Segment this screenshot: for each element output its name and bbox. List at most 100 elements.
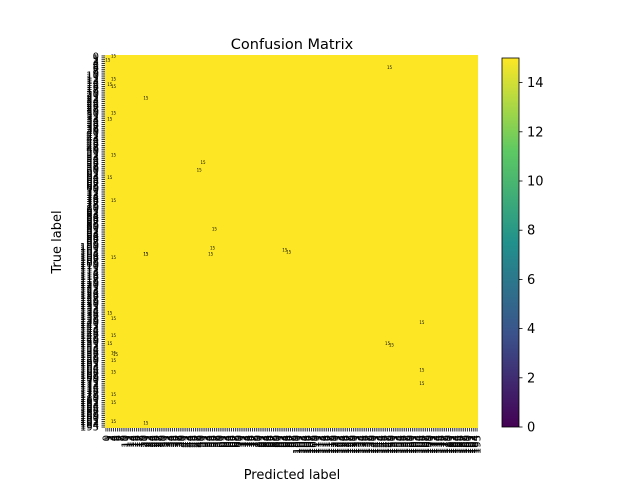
cell-annotation: 15 bbox=[200, 160, 206, 165]
svg-text:187: 187 bbox=[80, 407, 99, 418]
svg-text:189: 189 bbox=[461, 435, 472, 454]
svg-text:155: 155 bbox=[80, 346, 99, 357]
svg-text:91: 91 bbox=[275, 435, 286, 448]
svg-text:119: 119 bbox=[328, 435, 339, 454]
svg-text:37: 37 bbox=[86, 122, 99, 133]
cell-annotation: 15 bbox=[107, 341, 113, 346]
y-tick: 3 bbox=[93, 57, 105, 68]
colorbar-tick: 4 bbox=[519, 322, 535, 337]
y-tick: 27 bbox=[86, 103, 105, 114]
colorbar-tick: 8 bbox=[519, 224, 535, 239]
svg-text:39: 39 bbox=[86, 126, 99, 137]
x-tick: 57 bbox=[210, 428, 221, 448]
svg-text:15: 15 bbox=[107, 175, 113, 180]
y-tick: 150 bbox=[80, 337, 105, 348]
svg-text:32: 32 bbox=[162, 435, 173, 448]
y-tick: 145 bbox=[80, 327, 105, 338]
x-tick: 170 bbox=[425, 428, 436, 454]
svg-text:29: 29 bbox=[157, 435, 168, 448]
svg-text:84: 84 bbox=[261, 435, 272, 448]
y-tick: 92 bbox=[86, 227, 105, 238]
x-tick: 169 bbox=[423, 428, 434, 454]
x-tick: 3 bbox=[107, 428, 118, 441]
svg-text:6: 6 bbox=[527, 273, 535, 288]
svg-text:102: 102 bbox=[80, 246, 99, 257]
x-tick: 113 bbox=[316, 428, 327, 454]
cell-annotation: 15 bbox=[387, 65, 393, 70]
y-tick: 14 bbox=[86, 78, 105, 89]
cell-annotation: 15 bbox=[385, 341, 391, 346]
svg-text:21: 21 bbox=[86, 91, 99, 102]
y-tick: 20 bbox=[86, 90, 105, 101]
y-tick: 32 bbox=[86, 112, 105, 123]
svg-text:150: 150 bbox=[80, 337, 99, 348]
x-tick: 99 bbox=[290, 428, 301, 448]
y-tick: 15 bbox=[86, 80, 105, 91]
y-tick: 149 bbox=[80, 335, 105, 346]
svg-text:172: 172 bbox=[80, 379, 99, 390]
x-tick: 83 bbox=[259, 428, 270, 448]
svg-text:162: 162 bbox=[410, 435, 421, 454]
x-tick: 125 bbox=[339, 428, 350, 454]
svg-text:192: 192 bbox=[467, 435, 478, 454]
cell-annotation: 15 bbox=[419, 367, 425, 372]
svg-text:180: 180 bbox=[80, 394, 99, 405]
svg-text:108: 108 bbox=[307, 435, 318, 454]
svg-text:121: 121 bbox=[80, 282, 99, 293]
x-tick: 111 bbox=[313, 428, 324, 454]
x-tick: 17 bbox=[134, 428, 145, 448]
svg-text:32: 32 bbox=[86, 112, 99, 123]
svg-text:18: 18 bbox=[86, 86, 99, 97]
y-tick: 118 bbox=[80, 276, 105, 287]
svg-text:97: 97 bbox=[86, 236, 99, 247]
y-tick: 174 bbox=[80, 383, 105, 394]
x-tick: 158 bbox=[402, 428, 413, 454]
y-tick: 42 bbox=[86, 131, 105, 142]
svg-text:164: 164 bbox=[80, 364, 99, 375]
svg-text:56: 56 bbox=[86, 158, 99, 169]
svg-text:21: 21 bbox=[141, 435, 152, 448]
cell-annotation: 15 bbox=[107, 116, 113, 121]
svg-text:169: 169 bbox=[80, 373, 99, 384]
svg-text:129: 129 bbox=[347, 435, 358, 454]
y-tick: 135 bbox=[80, 308, 105, 319]
svg-text:23: 23 bbox=[145, 435, 156, 448]
svg-text:161: 161 bbox=[408, 435, 419, 454]
y-tick: 99 bbox=[86, 240, 105, 251]
x-tick: 89 bbox=[271, 428, 282, 448]
x-tick: 162 bbox=[410, 428, 421, 454]
svg-text:178: 178 bbox=[440, 435, 451, 454]
x-tick: 22 bbox=[143, 428, 154, 448]
svg-text:180: 180 bbox=[444, 435, 455, 454]
y-tick: 54 bbox=[86, 154, 105, 165]
svg-text:112: 112 bbox=[315, 435, 326, 454]
svg-text:58: 58 bbox=[212, 435, 223, 448]
x-tick: 139 bbox=[366, 428, 377, 454]
x-tick: 38 bbox=[174, 428, 185, 448]
svg-text:97: 97 bbox=[286, 435, 297, 448]
y-tick: 184 bbox=[80, 402, 105, 413]
x-tick: 149 bbox=[385, 428, 396, 454]
y-tick: 0 bbox=[93, 51, 105, 62]
y-tick: 56 bbox=[86, 158, 105, 169]
svg-text:158: 158 bbox=[80, 352, 99, 363]
svg-text:88: 88 bbox=[86, 219, 99, 230]
svg-text:101: 101 bbox=[80, 244, 99, 255]
svg-text:20: 20 bbox=[86, 90, 99, 101]
svg-text:148: 148 bbox=[383, 435, 394, 454]
svg-text:47: 47 bbox=[191, 435, 202, 448]
svg-text:122: 122 bbox=[80, 284, 99, 295]
svg-text:57: 57 bbox=[210, 435, 221, 448]
svg-text:15: 15 bbox=[111, 111, 117, 116]
y-tick: 151 bbox=[80, 339, 105, 350]
x-tick: 121 bbox=[332, 428, 343, 454]
svg-text:146: 146 bbox=[379, 435, 390, 454]
y-tick: 153 bbox=[80, 343, 105, 354]
svg-text:15: 15 bbox=[113, 352, 119, 357]
svg-text:70: 70 bbox=[86, 185, 99, 196]
svg-text:67: 67 bbox=[86, 179, 99, 190]
svg-text:79: 79 bbox=[252, 435, 263, 448]
svg-text:116: 116 bbox=[322, 435, 333, 454]
y-tick: 111 bbox=[80, 263, 105, 274]
